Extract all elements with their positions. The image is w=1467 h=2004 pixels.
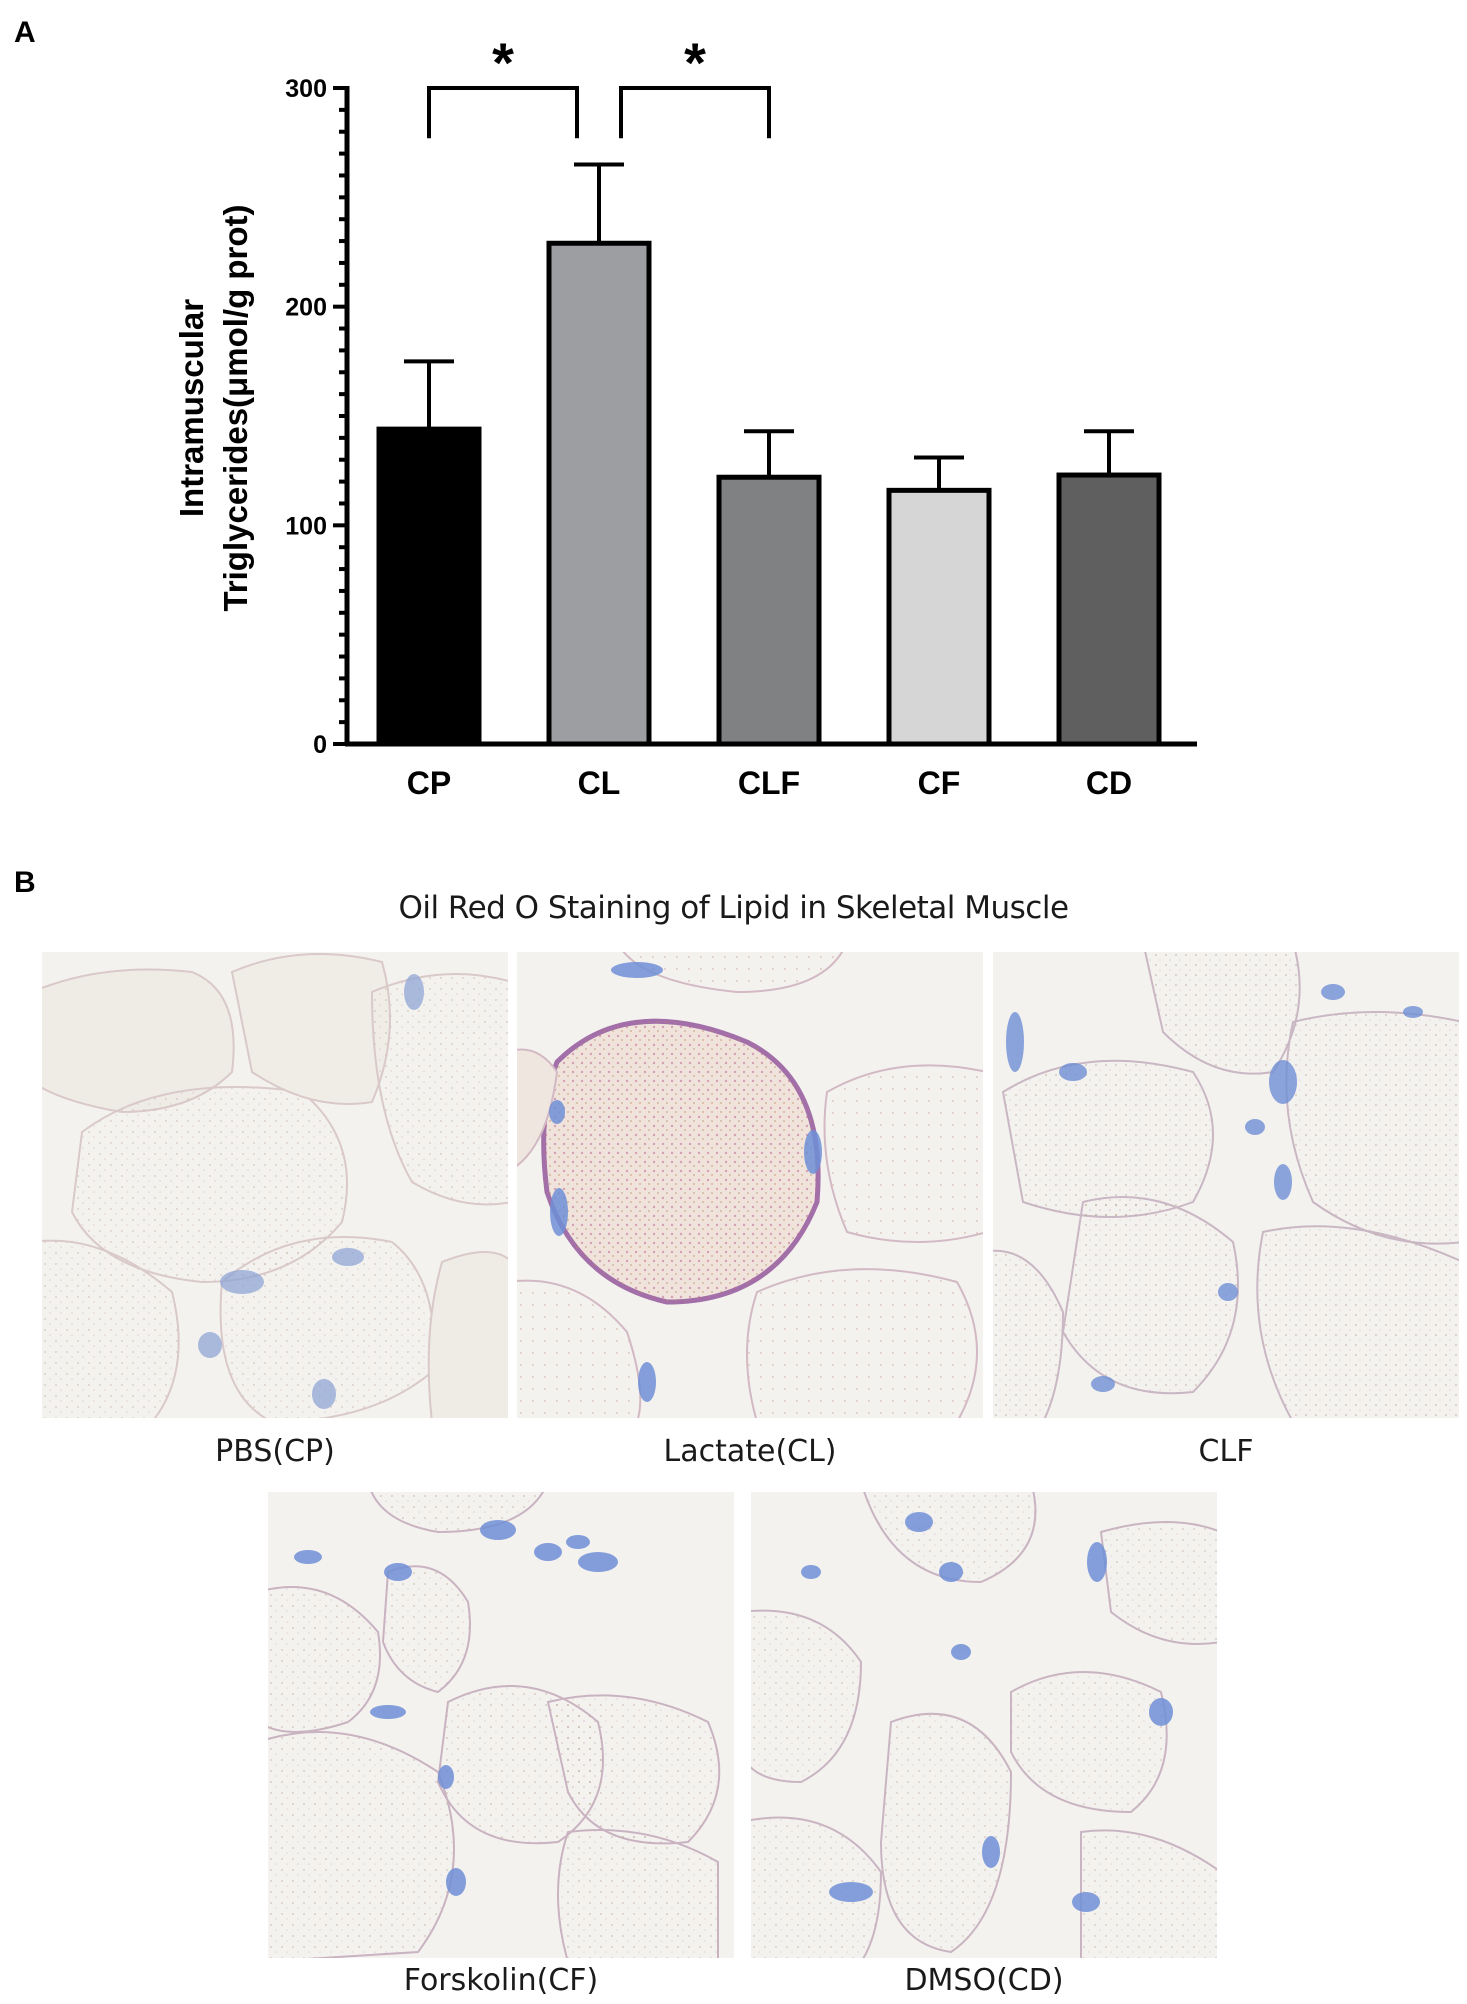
caption-dmso: DMSO(CD) [904, 1963, 1064, 1998]
micrograph-lactate [517, 952, 983, 1418]
bar-cp [376, 426, 482, 747]
y-tick-label: 100 [285, 512, 327, 540]
x-tick-label-cp: CP [407, 765, 451, 801]
bar-cl [546, 240, 652, 747]
x-tick-label-clf: CLF [738, 765, 800, 801]
bar-chart: 0 100 200 300 Intramuscular Triglycerides(μmo… [173, 31, 1197, 801]
y-tick-label: 300 [285, 75, 327, 103]
bar-clf [716, 474, 822, 747]
x-tick-label-cl: CL [578, 765, 621, 801]
y-tick-label: 0 [313, 731, 327, 759]
bar-cf [886, 487, 992, 747]
panel-b-letter: B [14, 866, 36, 899]
y-tick-label: 200 [285, 294, 327, 322]
micrograph-clf [993, 952, 1459, 1418]
caption-clf: CLF [1198, 1434, 1254, 1469]
caption-pbs: PBS(CP) [215, 1434, 335, 1469]
x-tick-label-cf: CF [918, 765, 961, 801]
micrograph-forskolin [268, 1492, 734, 1958]
micrograph-pbs [42, 952, 508, 1418]
significance-star: * [492, 31, 514, 94]
y-axis-label-line1: Intramuscular [173, 299, 210, 517]
significance-bracket [427, 86, 579, 139]
caption-forskolin: Forskolin(CF) [403, 1963, 599, 1998]
significance-bracket [619, 86, 771, 139]
y-axis-label: Intramuscular Triglycerides(μmol/g prot) [173, 204, 254, 611]
significance-star: * [684, 31, 706, 94]
micrograph-dmso [751, 1492, 1217, 1958]
bar-cd [1056, 472, 1162, 747]
panel-a-letter: A [14, 16, 36, 49]
caption-lactate: Lactate(CL) [663, 1434, 837, 1469]
panel-b-title: Oil Red O Staining of Lipid in Skeletal … [398, 890, 1069, 926]
x-tick-label-cd: CD [1086, 765, 1132, 801]
y-axis-label-line2: Triglycerides(μmol/g prot) [217, 204, 254, 611]
